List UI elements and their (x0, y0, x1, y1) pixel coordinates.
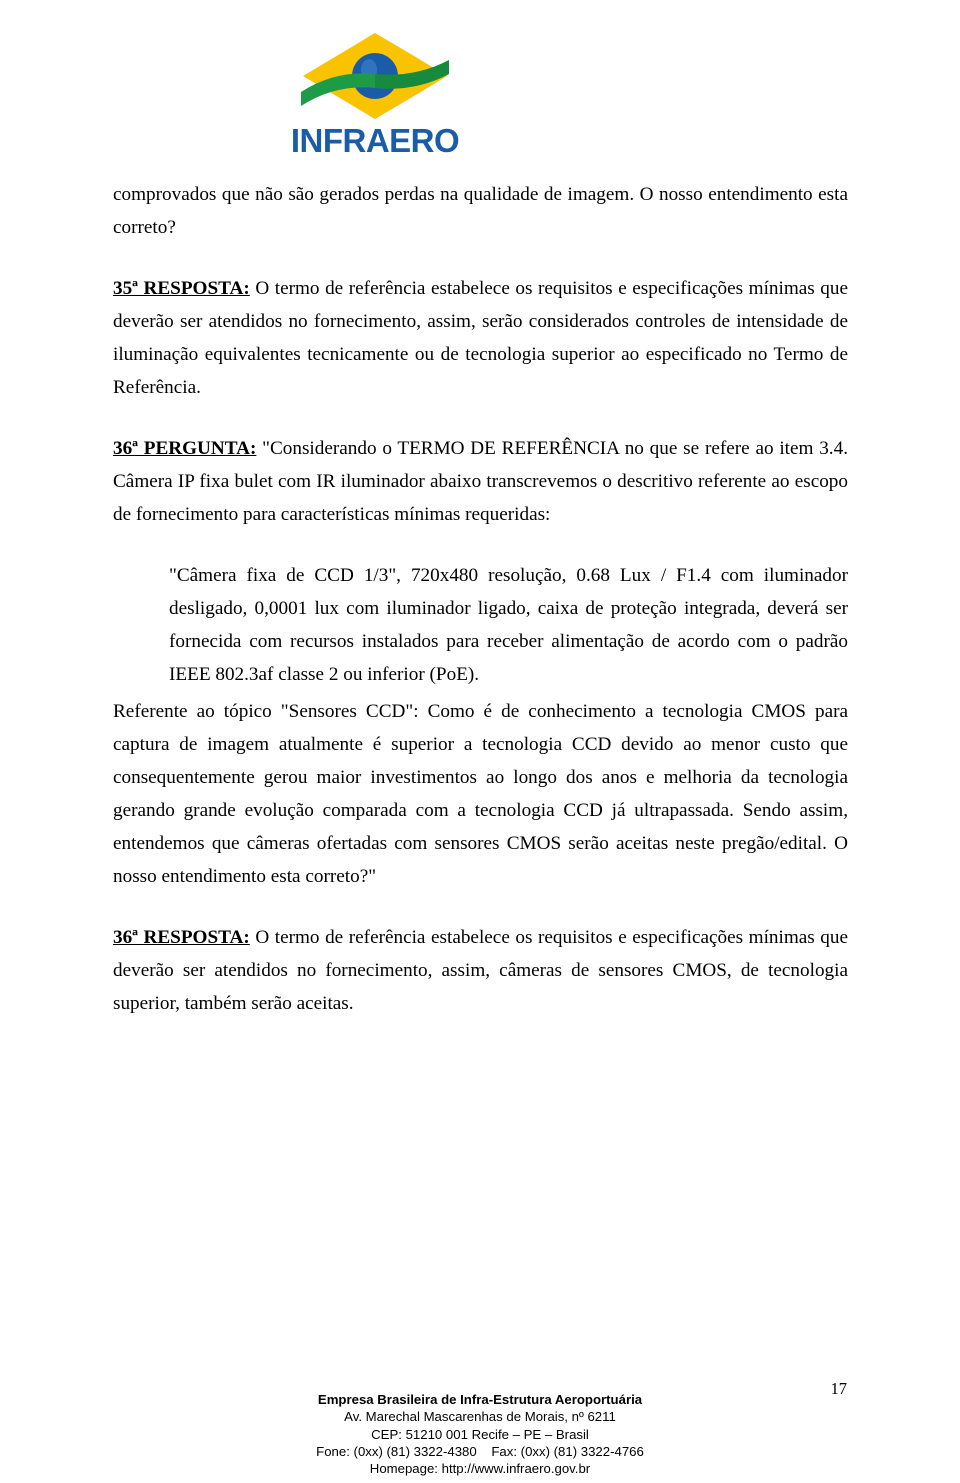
resposta-36-label: 36ª RESPOSTA: (113, 927, 250, 948)
logo: INFRAERO (275, 28, 475, 163)
footer-company: Empresa Brasileira de Infra-Estrutura Ae… (0, 1391, 960, 1408)
footer: Empresa Brasileira de Infra-Estrutura Ae… (0, 1391, 960, 1477)
footer-address: Av. Marechal Mascarenhas de Morais, nº 6… (0, 1408, 960, 1425)
logo-brand-text: INFRAERO (291, 122, 459, 158)
footer-cep: CEP: 51210 001 Recife – PE – Brasil (0, 1426, 960, 1443)
pergunta-36-quote: "Câmera fixa de CCD 1/3", 720x480 resolu… (113, 559, 848, 691)
resposta-35: 35ª RESPOSTA: O termo de referência esta… (113, 272, 848, 404)
pergunta-36-label: 36ª PERGUNTA: (113, 438, 256, 459)
paragraph-intro: comprovados que não são gerados perdas n… (113, 178, 848, 244)
resposta-35-label: 35ª RESPOSTA: (113, 278, 250, 299)
pergunta-36-intro: 36ª PERGUNTA: "Considerando o TERMO DE R… (113, 432, 848, 531)
footer-phones: Fone: (0xx) (81) 3322-4380 Fax: (0xx) (8… (0, 1443, 960, 1460)
document-body: comprovados que não são gerados perdas n… (113, 178, 848, 1048)
pergunta-36-continuation: Referente ao tópico "Sensores CCD": Como… (113, 695, 848, 893)
resposta-36: 36ª RESPOSTA: O termo de referência esta… (113, 921, 848, 1020)
footer-homepage: Homepage: http://www.infraero.gov.br (0, 1460, 960, 1477)
infraero-logo-icon: INFRAERO (275, 28, 475, 158)
